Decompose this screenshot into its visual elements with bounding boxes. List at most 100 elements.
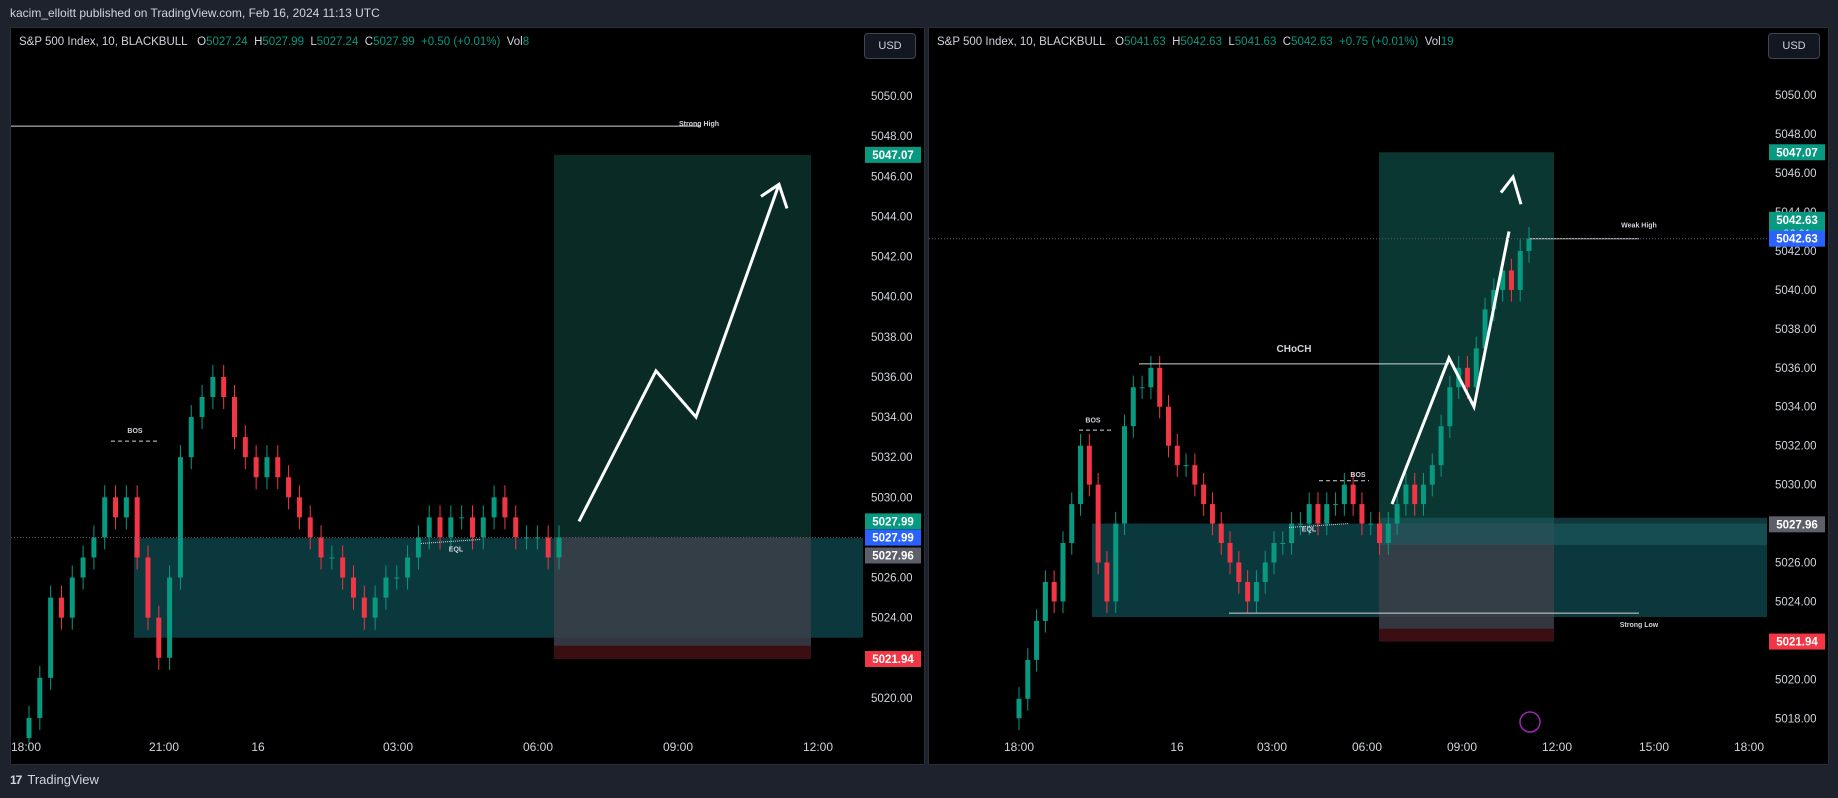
vol-key: Vol bbox=[1424, 36, 1441, 48]
candle-body bbox=[286, 477, 292, 498]
chart-svg-right[interactable]: Weak High CHoCH BOS BOS EQL Strong Low 5050.00… bbox=[929, 28, 1828, 764]
stop-zone bbox=[1379, 628, 1554, 642]
candle-body bbox=[405, 557, 411, 578]
price-tick: 5046.00 bbox=[871, 171, 913, 183]
time-tick: 16 bbox=[251, 740, 265, 754]
candle-body bbox=[156, 617, 162, 658]
price-label-box bbox=[865, 529, 921, 546]
candle-body bbox=[502, 497, 508, 518]
price-tick: 5030.00 bbox=[871, 492, 913, 504]
price-label-box bbox=[1769, 144, 1825, 161]
currency-button[interactable]: USD bbox=[864, 33, 916, 59]
price-tick: 5038.00 bbox=[871, 332, 913, 344]
time-tick: 16 bbox=[1170, 740, 1184, 754]
candle-body bbox=[1491, 289, 1497, 310]
time-tick: 03:00 bbox=[1257, 740, 1287, 754]
candle-body bbox=[340, 557, 346, 578]
candle-body bbox=[221, 376, 227, 397]
tradingview-logo-icon: 17 bbox=[10, 772, 22, 787]
candle-body bbox=[350, 577, 356, 598]
entry-zone bbox=[554, 537, 811, 659]
candle-body bbox=[1420, 484, 1426, 505]
price-tick: 5040.00 bbox=[871, 292, 913, 304]
candle-body bbox=[383, 577, 389, 598]
candle-body bbox=[253, 457, 259, 478]
candle-body bbox=[1280, 543, 1286, 545]
candle-body bbox=[1403, 484, 1409, 505]
price-tick: 5036.00 bbox=[871, 372, 913, 384]
price-label-box bbox=[1769, 633, 1825, 650]
candle-body bbox=[524, 537, 530, 539]
candle-body bbox=[1122, 426, 1128, 524]
candle-body bbox=[275, 457, 281, 478]
price-label: 5021.94 bbox=[1776, 637, 1818, 649]
price-tick: 5034.00 bbox=[1775, 402, 1817, 414]
time-tick: 21:00 bbox=[149, 740, 179, 754]
annotation-label: Strong Low bbox=[1620, 622, 1659, 629]
candle-body bbox=[1350, 484, 1356, 505]
low-value: 5027.24 bbox=[316, 36, 359, 48]
price-label: 5027.99 bbox=[872, 516, 914, 528]
candle-body bbox=[1526, 238, 1532, 251]
candle-body bbox=[307, 517, 313, 538]
change-value: +0.50 (+0.01%) bbox=[421, 36, 501, 48]
price-label: 5042.63 bbox=[1776, 234, 1818, 246]
time-tick: 06:00 bbox=[523, 740, 553, 754]
price-tick: 5024.00 bbox=[1775, 596, 1817, 608]
candle-body bbox=[102, 497, 108, 538]
candle-body bbox=[69, 577, 75, 618]
price-label: 5047.07 bbox=[872, 150, 914, 162]
chart-svg-left[interactable]: Strong High BOS EQL 5050.00 5048.00 5046.00 50… bbox=[11, 28, 924, 764]
candle-body bbox=[1174, 445, 1180, 466]
price-label-box bbox=[1769, 516, 1825, 533]
chart-panel-right[interactable]: Weak High CHoCH BOS BOS EQL Strong Low 5050.00… bbox=[928, 27, 1829, 765]
candle-body bbox=[48, 597, 54, 678]
candle-body bbox=[394, 577, 400, 579]
annotation-label: BOS bbox=[1350, 472, 1366, 479]
candle-body bbox=[37, 677, 43, 718]
candle-body bbox=[459, 517, 465, 519]
candle-body bbox=[199, 397, 205, 418]
candle-body bbox=[1245, 581, 1251, 602]
price-label: 5027.96 bbox=[872, 550, 914, 562]
candle-body bbox=[1289, 523, 1295, 544]
candle-body bbox=[1025, 659, 1031, 699]
price-tick: 5038.00 bbox=[1775, 324, 1817, 336]
time-tick: 06:00 bbox=[1352, 740, 1382, 754]
candle-body bbox=[1218, 523, 1224, 544]
candle-body bbox=[1139, 387, 1145, 389]
price-tick: 5042.00 bbox=[871, 252, 913, 264]
legend-right: S&P 500 Index, 10, BLACKBULL O5041.63 H5… bbox=[937, 36, 1454, 48]
candle-body bbox=[1394, 504, 1400, 524]
legend-left: S&P 500 Index, 10, BLACKBULL O5027.24 H5… bbox=[19, 36, 529, 48]
price-label: 5021.94 bbox=[872, 654, 914, 666]
price-tick: 5036.00 bbox=[1775, 363, 1817, 375]
candle-body bbox=[534, 537, 540, 539]
time-tick: 18:00 bbox=[1004, 740, 1034, 754]
candle-body bbox=[296, 497, 302, 518]
candle-body bbox=[1359, 504, 1365, 524]
low-key: L bbox=[310, 36, 317, 48]
low-value: 5041.63 bbox=[1234, 36, 1277, 48]
lightning-icon[interactable] bbox=[1519, 711, 1541, 733]
price-label-box bbox=[865, 146, 921, 163]
candle-body bbox=[545, 537, 551, 558]
candle-body bbox=[1236, 562, 1242, 582]
time-tick: 09:00 bbox=[663, 740, 693, 754]
time-tick: 09:00 bbox=[1447, 740, 1477, 754]
candle-body bbox=[1306, 504, 1312, 524]
candle-body bbox=[1500, 270, 1506, 290]
price-tick: 5026.00 bbox=[1775, 558, 1817, 570]
price-tick: 5020.00 bbox=[871, 693, 913, 705]
projection-arrow bbox=[1390, 231, 1511, 505]
stop-zone bbox=[554, 645, 811, 659]
footer: 17 TradingView bbox=[10, 772, 99, 787]
price-tick: 5032.00 bbox=[1775, 441, 1817, 453]
candle-body bbox=[1042, 581, 1048, 621]
chart-panel-left[interactable]: Strong High BOS EQL 5050.00 5048.00 5046.00 50… bbox=[10, 27, 925, 765]
candle-body bbox=[188, 417, 194, 458]
vol-value: 19 bbox=[1440, 36, 1454, 48]
currency-button[interactable]: USD bbox=[1768, 33, 1820, 59]
candle-body bbox=[26, 717, 32, 739]
candle-body bbox=[58, 597, 64, 618]
